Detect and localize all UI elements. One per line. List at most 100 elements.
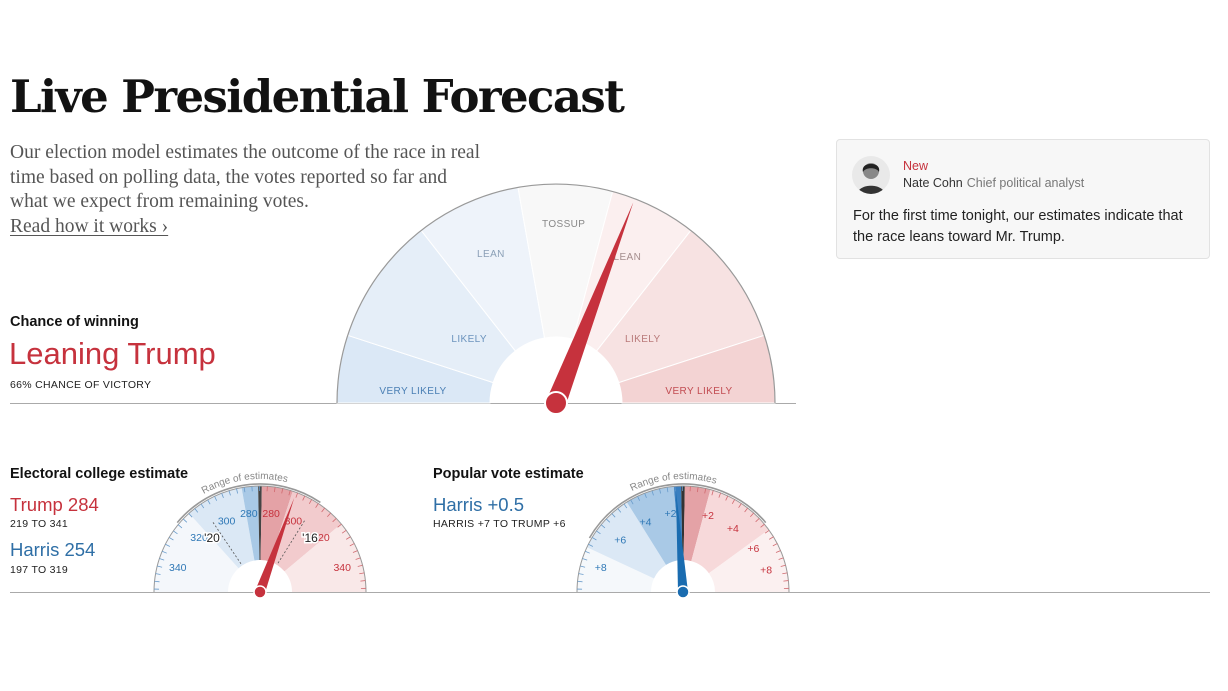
tick-label: +2 (664, 508, 676, 520)
gauge-band (154, 513, 239, 592)
tick-mark (659, 488, 662, 494)
tick-label: 340 (333, 562, 351, 574)
popular-label: Harris +0.5 (433, 494, 524, 515)
gauge-needle (255, 498, 295, 594)
read-how-it-works-link[interactable]: Read how it works › (10, 215, 169, 237)
avatar (852, 156, 890, 194)
gauge-outline (336, 183, 776, 404)
tick-mark (775, 550, 781, 553)
popular-gauge: Range of estimates +8 +6 +4 +2 +2 +4 +6 … (576, 471, 790, 599)
tick-mark (154, 580, 160, 583)
tick-mark (155, 573, 161, 575)
tick-label: +6 (747, 543, 759, 555)
tick-label: +4 (727, 523, 739, 535)
gauge-band (681, 486, 685, 561)
update-card: New Nate Cohn Chief political analyst For… (836, 139, 1210, 259)
tick-mark (600, 524, 606, 529)
band-label: LEAN (614, 252, 642, 263)
gauge-ticks (577, 485, 789, 590)
tick-mark (637, 496, 641, 501)
tick-mark (308, 499, 313, 505)
band-label: LIKELY (451, 334, 487, 345)
person-icon (857, 163, 885, 194)
tick-label: 280 (240, 508, 258, 520)
tick-label: 320 (190, 532, 208, 544)
tick-mark (177, 524, 183, 529)
chance-gauge: VERY LIKELY LIKELY LEAN TOSSUP LEAN LIKE… (336, 183, 776, 415)
tick-mark (651, 490, 654, 496)
electoral-trump-label: Trump 284 (10, 494, 99, 515)
tick-mark (591, 537, 597, 541)
range-arc (588, 483, 767, 539)
tick-mark (588, 543, 594, 547)
popular-range: HARRIS +7 TO TRUMP +6 (433, 518, 566, 530)
needle-hub (676, 585, 690, 599)
tick-mark (782, 572, 788, 575)
chance-heading: Chance of winning (10, 314, 139, 330)
band-label: LEAN (477, 249, 505, 260)
author-line: Nate Cohn Chief political analyst (903, 176, 1084, 190)
past-result-line (212, 522, 242, 565)
band-label: VERY LIKELY (665, 386, 732, 397)
tick-label: +8 (760, 565, 772, 577)
range-arc (176, 483, 321, 524)
needle-hub (544, 391, 568, 415)
gauge-bands (154, 486, 366, 592)
tick-mark (346, 536, 351, 540)
tick-mark (725, 495, 729, 501)
electoral-trump-range: 219 TO 341 (10, 518, 69, 530)
tick-mark (341, 529, 347, 534)
electoral-harris-label: Harris 254 (10, 539, 96, 560)
tick-mark (315, 503, 319, 508)
tick-label: +8 (595, 562, 607, 574)
tick-mark (731, 499, 736, 505)
tick-mark (711, 490, 714, 496)
gauge-band (241, 486, 260, 561)
tick-mark (772, 543, 778, 547)
tick-mark (281, 488, 284, 494)
tick-label: +6 (614, 534, 626, 546)
tick-mark (214, 496, 218, 501)
band-label: TOSSUP (542, 219, 585, 230)
tick-mark (182, 518, 188, 523)
tick-mark (207, 499, 211, 505)
tick-mark (168, 537, 174, 541)
tick-mark (288, 490, 291, 496)
tick-mark (357, 564, 363, 567)
tick-mark (704, 488, 707, 494)
tick-mark (165, 543, 171, 547)
gauge-band (189, 487, 255, 569)
tick-mark (349, 543, 355, 547)
chance-sub: 66% CHANCE OF VICTORY (10, 379, 152, 391)
tick-mark (360, 580, 366, 582)
gauge-band (683, 486, 711, 562)
tick-mark (578, 573, 584, 575)
page-title: Live Presidential Forecast (10, 70, 625, 123)
tick-mark (778, 557, 784, 560)
author-role: Chief political analyst (966, 176, 1085, 190)
tick-mark (200, 503, 205, 509)
tick-label: +2 (702, 510, 714, 522)
tick-mark (623, 503, 628, 509)
tick-mark (750, 512, 754, 517)
gauge-needle (546, 202, 634, 407)
tick-mark (582, 558, 588, 561)
tick-mark (697, 487, 699, 493)
gauge-band (691, 489, 769, 574)
tick-mark (337, 523, 342, 528)
tick-mark (228, 490, 231, 496)
tick-mark (236, 488, 239, 494)
electoral-heading: Electoral college estimate (10, 466, 189, 482)
gauge-bands (577, 486, 789, 592)
tick-mark (173, 530, 178, 535)
tick-mark (605, 518, 611, 523)
tick-mark (295, 492, 299, 498)
gauge-band (577, 547, 654, 592)
update-text: For the first time tonight, our estimate… (853, 208, 1183, 245)
tick-mark (580, 565, 586, 568)
popular-heading: Popular vote estimate (433, 466, 584, 482)
tick-label: 280 (262, 508, 280, 520)
tick-mark (332, 518, 337, 523)
tick-mark (274, 487, 276, 493)
tick-mark (159, 558, 165, 561)
